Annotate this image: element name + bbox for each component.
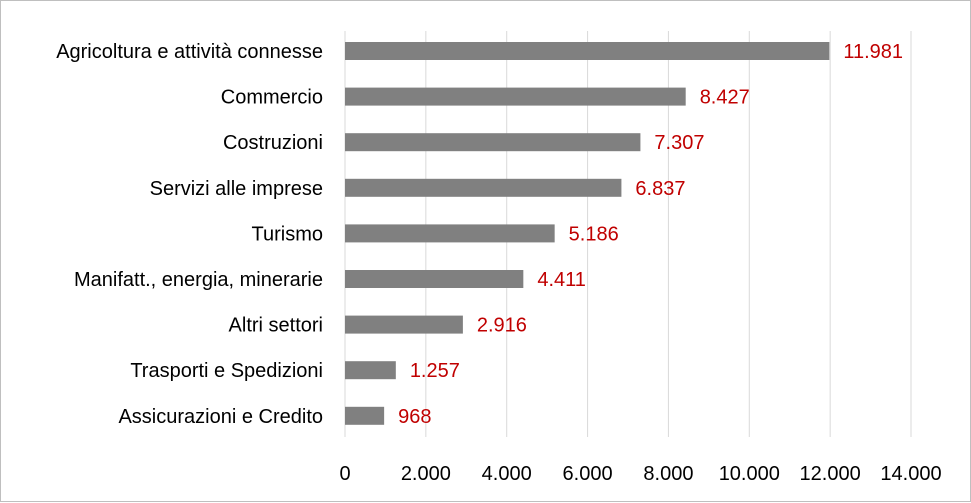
category-label: Commercio (221, 87, 323, 109)
category-label: Turismo (252, 223, 323, 245)
value-label: 7.307 (654, 132, 704, 154)
x-tick-label: 2.000 (401, 463, 451, 485)
value-label: 968 (398, 406, 431, 428)
bar (345, 315, 463, 334)
value-label: 6.837 (635, 178, 685, 200)
value-label: 11.981 (843, 41, 903, 63)
x-tick-label: 4.000 (482, 463, 532, 485)
category-labels: Agricoltura e attività connesse Commercio… (56, 41, 323, 428)
bar (345, 361, 396, 380)
bars (345, 42, 830, 425)
category-label: Costruzioni (223, 132, 323, 154)
x-tick-label: 8.000 (643, 463, 693, 485)
category-label: Servizi alle imprese (150, 178, 323, 200)
value-labels: 11.981 8.427 7.307 6.837 5.186 4.411 2.916 1.25… (398, 41, 903, 428)
category-label: Trasporti e Spedizioni (130, 360, 323, 382)
x-tick-label: 6.000 (563, 463, 613, 485)
x-tick-label: 0 (339, 463, 350, 485)
value-label: 4.411 (537, 269, 586, 291)
bar (345, 406, 385, 425)
bar (345, 224, 555, 243)
x-axis-tick-labels: 0 2.000 4.000 6.000 8.000 10.000 12.000 14.000 (339, 463, 941, 485)
x-tick-label: 12.000 (800, 463, 861, 485)
bar (345, 87, 686, 106)
x-tick-label: 10.000 (719, 463, 780, 485)
value-label: 8.427 (700, 87, 750, 109)
bar (345, 42, 830, 60)
category-label: Agricoltura e attività connesse (56, 41, 323, 63)
bar (345, 270, 524, 288)
value-label: 1.257 (410, 360, 460, 382)
category-label: Altri settori (229, 315, 323, 337)
bar (345, 178, 622, 197)
x-tick-label: 14.000 (880, 463, 941, 485)
category-label: Assicurazioni e Credito (118, 406, 323, 428)
bar (345, 133, 641, 152)
value-label: 5.186 (569, 223, 619, 245)
value-label: 2.916 (477, 315, 527, 337)
category-label: Manifatt., energia, minerarie (74, 269, 323, 291)
